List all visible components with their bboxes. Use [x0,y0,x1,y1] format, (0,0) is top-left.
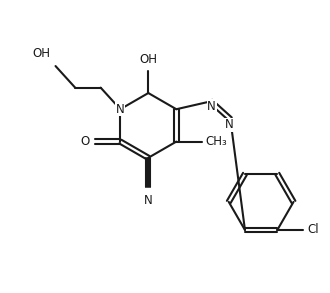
Text: N: N [116,103,125,116]
Text: O: O [81,135,90,148]
Text: CH₃: CH₃ [206,135,228,148]
Text: OH: OH [139,52,157,66]
Text: OH: OH [33,47,50,60]
Text: N: N [144,194,153,207]
Text: N: N [207,100,216,113]
Text: Cl: Cl [308,224,319,236]
Text: N: N [225,118,234,132]
